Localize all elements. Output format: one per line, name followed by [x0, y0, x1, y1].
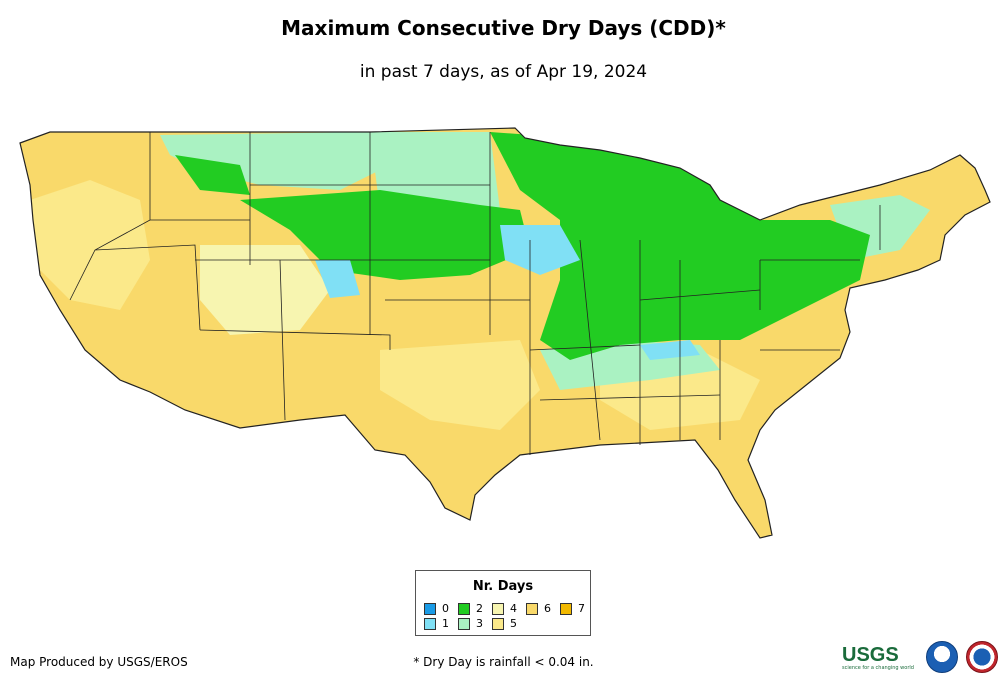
cdd-zone-2-central-plains [240, 190, 530, 280]
map-subtitle: in past 7 days, as of Apr 19, 2024 [359, 62, 648, 82]
legend-swatch-1 [424, 617, 436, 630]
legend-item-3: 3 [458, 617, 483, 630]
legend-item-1: 1 [424, 617, 449, 630]
legend-title: Nr. Days [472, 579, 534, 594]
cdd-zone-2-midwest-east [490, 132, 870, 360]
legend-label-4: 4 [510, 602, 517, 615]
noaa-logo [926, 641, 958, 673]
legend-swatch-2 [458, 602, 470, 615]
legend-item-2: 2 [458, 602, 483, 615]
credit-text: Map Produced by USGS/EROS [10, 655, 188, 669]
map-title: Maximum Consecutive Dry Days (CDD)* [281, 16, 726, 40]
cdd-zone-1-tennessee [640, 340, 700, 360]
legend-label-3: 3 [476, 617, 483, 630]
legend-item-4: 4 [492, 602, 517, 615]
us-cdd-map [19, 127, 991, 539]
legend-swatch-0 [424, 602, 436, 615]
legend-swatch-3 [458, 617, 470, 630]
cdd-zone-4-great-basin [200, 245, 330, 335]
cdd-fill-layer [20, 128, 990, 538]
legend-label-6: 6 [544, 602, 551, 615]
legend-item-5: 5 [492, 617, 517, 630]
legend: Nr. Days 0 1 2 3 4 5 6 7 [415, 570, 591, 636]
legend-label-0: 0 [442, 602, 449, 615]
cdd-zone-3-montana [160, 132, 380, 190]
cdd-zone-2-idaho [175, 155, 250, 195]
legend-label-7: 7 [578, 602, 585, 615]
agency-logos: USGS science for a changing world [842, 640, 1002, 676]
legend-item-6: 6 [526, 602, 551, 615]
legend-swatch-5 [492, 617, 504, 630]
usgs-logo-text: USGS [842, 644, 899, 666]
legend-swatch-6 [526, 602, 538, 615]
usgs-logo: USGS [842, 644, 920, 670]
cdd-base-6-days [20, 128, 990, 538]
cdd-zone-5-texas [380, 340, 540, 430]
state-boundaries [69, 132, 881, 455]
legend-item-0: 0 [424, 602, 449, 615]
legend-swatch-4 [492, 602, 504, 615]
legend-label-2: 2 [476, 602, 483, 615]
nws-logo [966, 641, 998, 673]
cdd-zone-1-iowa [500, 225, 580, 275]
legend-label-1: 1 [442, 617, 449, 630]
cdd-zone-1-nebraska [315, 260, 360, 298]
legend-item-7: 7 [560, 602, 585, 615]
legend-label-5: 5 [510, 617, 517, 630]
usgs-tagline: science for a changing world [842, 665, 914, 671]
dry-day-definition: * Dry Day is rainfall < 0.04 in. [413, 655, 594, 669]
legend-swatch-7 [560, 602, 572, 615]
cdd-zone-5-west-coast [30, 180, 150, 310]
